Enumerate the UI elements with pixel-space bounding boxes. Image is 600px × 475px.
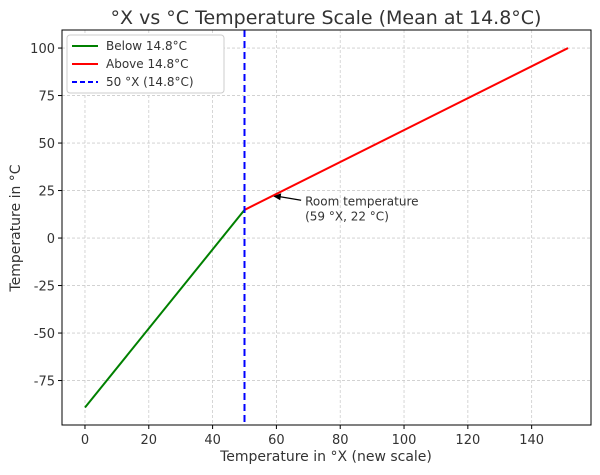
x-tick-label: 140 <box>519 433 544 448</box>
x-tick-label: 100 <box>392 433 417 448</box>
x-tick-label: 20 <box>141 433 158 448</box>
y-tick-label: 0 <box>47 232 55 247</box>
legend-label: Above 14.8°C <box>106 57 189 71</box>
series-line-1 <box>244 47 569 211</box>
chart-title: °X vs °C Temperature Scale (Mean at 14.8… <box>111 7 542 29</box>
x-tick-label: 80 <box>332 433 349 448</box>
y-tick-label: 100 <box>30 42 55 57</box>
annotation-text: (59 °X, 22 °C) <box>305 210 389 224</box>
y-axis-label: Temperature in °C <box>8 164 24 292</box>
legend-label: 50 °X (14.8°C) <box>106 75 194 89</box>
y-tick-label: -50 <box>34 327 55 342</box>
legend-box <box>66 34 225 94</box>
y-tick-label: 50 <box>38 137 55 152</box>
y-tick-label: -75 <box>34 375 55 390</box>
y-tick-label: 25 <box>38 185 55 200</box>
annotation-arrow <box>277 195 302 201</box>
y-tick-label: 75 <box>38 90 55 105</box>
annotation-text: Room temperature <box>305 195 418 209</box>
x-tick-label: 120 <box>455 433 480 448</box>
annotation-arrowhead <box>273 193 282 201</box>
x-tick-label: 0 <box>81 433 89 448</box>
legend-label: Below 14.8°C <box>106 39 187 53</box>
plot-frame <box>61 29 592 426</box>
x-tick-label: 40 <box>204 433 221 448</box>
x-tick-label: 60 <box>268 433 285 448</box>
series-line-0 <box>84 209 246 409</box>
x-axis-label: Temperature in °X (new scale) <box>219 449 432 465</box>
y-tick-label: -25 <box>34 280 55 295</box>
